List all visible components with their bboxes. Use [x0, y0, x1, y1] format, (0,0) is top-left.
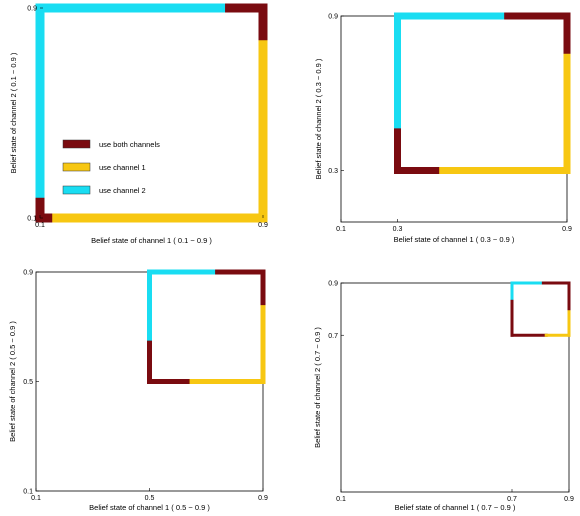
- y-tick-label: 0.7: [328, 333, 338, 340]
- legend-label-ch1: use channel 1: [99, 163, 146, 172]
- x-axis-label: Belief state of channel 1 ( 0.1 − 0.9 ): [91, 236, 212, 245]
- y-tick-label: 0.1: [27, 216, 37, 223]
- x-tick-label: 0.5: [145, 495, 155, 502]
- plot-frame: [340, 15, 568, 223]
- y-axis-label: Belief state of channel 2 ( 0.3 − 0.9 ): [314, 58, 323, 179]
- y-tick-label: 0.9: [23, 270, 33, 277]
- chart-panel-4: 0.1 0.7 0.9 0.7 0.9 Belief state of channel 1…: [313, 281, 574, 513]
- legend-label-both: use both channels: [99, 140, 160, 149]
- y-axis-label: Belief state of channel 2 ( 0.5 − 0.9 ): [8, 321, 17, 442]
- y-tick-label: 0.9: [328, 281, 338, 288]
- y-axis-label: Belief state of channel 2 ( 0.1 − 0.9 ): [9, 52, 18, 173]
- x-axis-label: Belief state of channel 1 ( 0.3 − 0.9 ): [394, 235, 515, 244]
- x-tick-label: 0.9: [258, 222, 268, 229]
- y-tick-label: 0.9: [27, 6, 37, 13]
- x-tick-label: 0.1: [31, 495, 41, 502]
- x-axis-label: Belief state of channel 1 ( 0.5 − 0.9 ): [89, 503, 210, 512]
- x-tick-label: 0.1: [336, 226, 346, 233]
- x-axis-label: Belief state of channel 1 ( 0.7 − 0.9 ): [395, 503, 516, 512]
- y-axis-label: Belief state of channel 2 ( 0.7 − 0.9 ): [313, 327, 322, 448]
- chart-panel-1: 0.1 0.9 0.1 0.9 Belief state of channel 1 ( …: [9, 3, 268, 245]
- legend-swatch-ch1: [62, 162, 91, 172]
- x-tick-label: 0.7: [507, 496, 517, 503]
- y-tick-label: 0.5: [23, 379, 33, 386]
- x-tick-label: 0.1: [35, 222, 45, 229]
- y-tick-label: 0.9: [328, 14, 338, 21]
- plot-frame: [340, 282, 570, 493]
- y-tick-label: 0.3: [328, 168, 338, 175]
- x-tick-label: 0.9: [562, 226, 572, 233]
- legend-swatch-both: [62, 139, 91, 149]
- x-tick-label: 0.9: [258, 495, 268, 502]
- x-tick-label: 0.3: [393, 226, 403, 233]
- legend: use both channels use channel 1 use channe…: [62, 139, 160, 195]
- chart-panel-3: 0.1 0.5 0.9 0.1 0.5 0.9 Belief state of channe…: [8, 269, 268, 512]
- legend-swatch-ch2: [62, 185, 91, 195]
- x-tick-label: 0.9: [564, 496, 574, 503]
- plot-frame: [39, 7, 264, 219]
- x-tick-label: 0.1: [336, 496, 346, 503]
- legend-label-ch2: use channel 2: [99, 186, 146, 195]
- chart-panel-2: 0.1 0.3 0.9 0.3 0.9 Belief state of channel 1…: [314, 12, 572, 244]
- y-tick-label: 0.1: [23, 489, 33, 496]
